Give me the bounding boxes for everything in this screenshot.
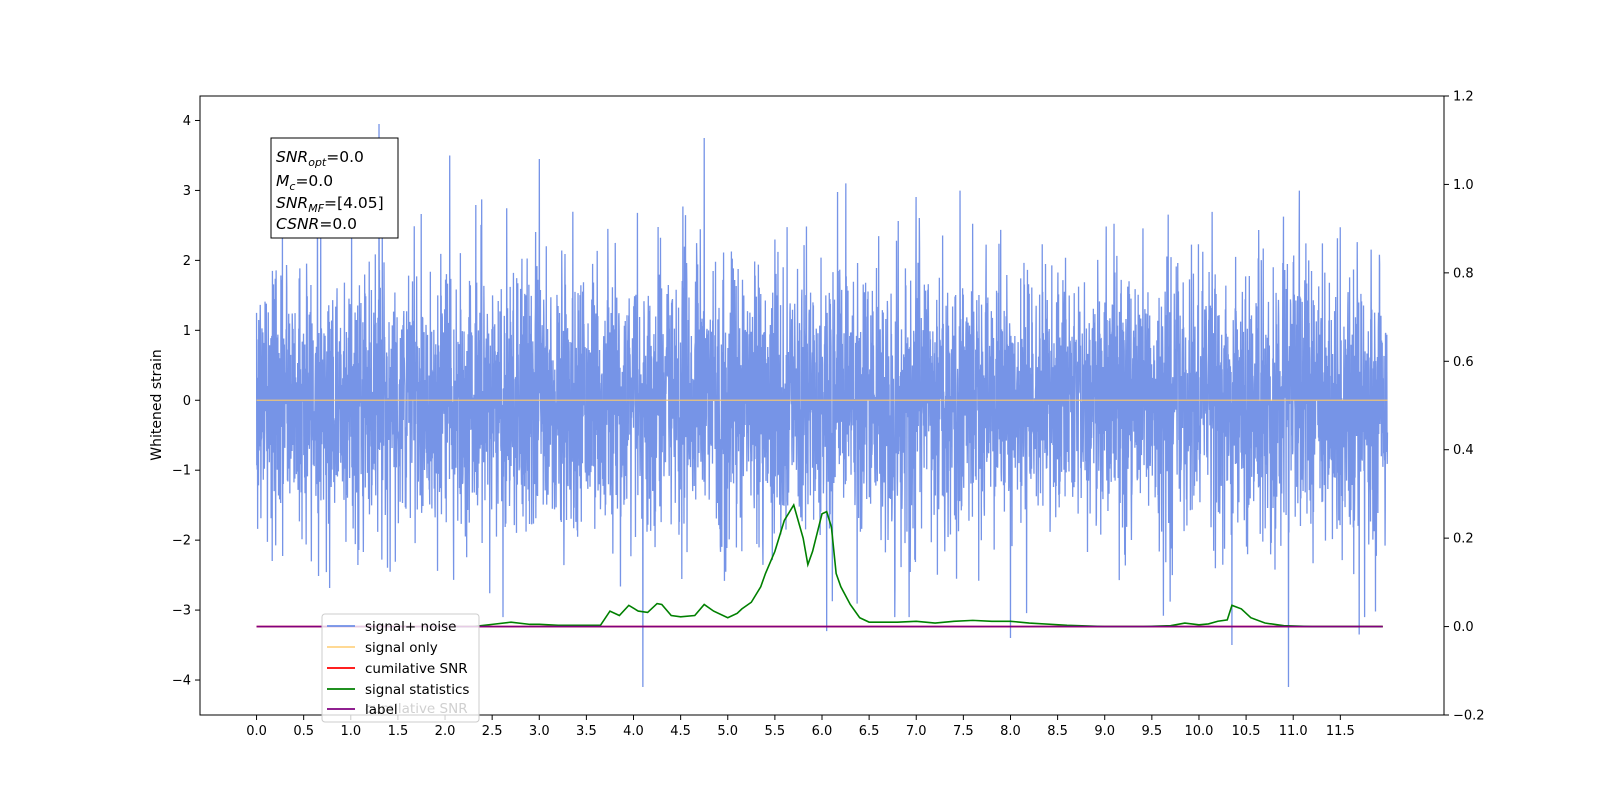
x-tick-label: 0.5 — [293, 724, 314, 739]
info-snr-opt-sym: SNR — [276, 148, 308, 166]
info-snr-mf-val: =[4.05] — [324, 194, 384, 212]
legend-label-label: label — [365, 702, 398, 718]
legend-hidden-text: cumilative SNR — [365, 701, 468, 717]
legend: cumilative SNR signal+ noise signal only… — [321, 613, 480, 723]
y-tick-label: −3 — [172, 604, 191, 619]
info-mc-sub: c — [289, 180, 295, 193]
x-tick-label: 10.0 — [1184, 724, 1213, 739]
info-csnr-sym: CSNR — [276, 215, 319, 233]
x-tick-label: 7.0 — [906, 724, 927, 739]
info-snr-mf-sub: MF — [308, 202, 324, 215]
x-tick-label: 10.5 — [1232, 724, 1261, 739]
legend-frame — [321, 613, 480, 723]
x-tick-label: 2.5 — [482, 724, 503, 739]
info-snr-opt: SNRopt=0.0 — [276, 148, 364, 169]
y-tick-label: 2 — [183, 254, 191, 269]
x-axis: 0.0 0.5 1.0 1.5 2.0 2.5 3.0 3.5 4.0 4.5 5.0 5.5 6.0 6… — [246, 715, 1355, 739]
y-tick-label: −1 — [172, 464, 191, 479]
y-right-tick-label: −0.2 — [1453, 709, 1485, 724]
info-box-frame — [270, 137, 399, 239]
y-right-tick-label: 1.0 — [1453, 178, 1474, 193]
x-tick-label: 8.5 — [1047, 724, 1068, 739]
x-tick-label: 9.0 — [1094, 724, 1115, 739]
x-tick-label: 4.0 — [623, 724, 644, 739]
signal-noise-series — [255, 123, 1389, 688]
x-tick-label: 5.5 — [765, 724, 786, 739]
x-tick-label: 7.5 — [953, 724, 974, 739]
x-tick-label: 6.0 — [812, 724, 833, 739]
x-tick-label: 1.0 — [340, 724, 361, 739]
signal-statistics-line — [426, 503, 1383, 628]
legend-label-signal-noise: signal+ noise — [365, 619, 456, 635]
info-mc-val: =0.0 — [295, 172, 333, 190]
info-csnr: CSNR=0.0 — [276, 215, 357, 233]
x-tick-label: 8.0 — [1000, 724, 1021, 739]
x-tick-label: 6.5 — [859, 724, 880, 739]
info-csnr-val: =0.0 — [319, 215, 357, 233]
y-axis-left: −4 −3 −2 −1 0 1 2 3 4 — [172, 114, 200, 689]
y-tick-label: 3 — [183, 184, 191, 199]
legend-label-signal-statistics: signal statistics — [365, 682, 469, 698]
x-tick-label: 11.5 — [1326, 724, 1355, 739]
y-tick-label: 4 — [183, 114, 191, 129]
y-right-tick-label: 0.2 — [1453, 532, 1474, 547]
y-right-tick-label: 0.6 — [1453, 355, 1474, 370]
legend-label-signal-only: signal only — [365, 640, 438, 656]
info-snr-opt-val: =0.0 — [326, 148, 364, 166]
x-tick-label: 5.0 — [717, 724, 738, 739]
y-axis-right: −0.2 0.0 0.2 0.4 0.6 0.8 1.0 1.2 — [1444, 90, 1485, 724]
info-snr-opt-sub: opt — [308, 156, 327, 169]
signal-noise-line — [255, 123, 1389, 688]
x-tick-label: 9.5 — [1142, 724, 1163, 739]
x-tick-label: 2.0 — [435, 724, 456, 739]
info-mc-sym: M — [276, 172, 289, 190]
y-right-tick-label: 1.2 — [1453, 90, 1474, 105]
info-snr-mf: SNRMF=[4.05] — [276, 194, 384, 215]
x-tick-label: 4.5 — [670, 724, 691, 739]
y-tick-label: −4 — [172, 674, 191, 689]
y-tick-label: −2 — [172, 534, 191, 549]
x-tick-label: 0.0 — [246, 724, 267, 739]
legend-label-cumilative-snr: cumilative SNR — [365, 661, 468, 677]
info-mc: Mc=0.0 — [276, 172, 333, 193]
info-snr-mf-sym: SNR — [276, 194, 308, 212]
y-tick-label: 1 — [183, 324, 191, 339]
x-tick-label: 3.0 — [529, 724, 550, 739]
y-right-tick-label: 0.8 — [1453, 266, 1474, 281]
y-right-tick-label: 0.0 — [1453, 620, 1474, 635]
y-axis-label: Whitened strain — [149, 349, 165, 460]
x-tick-label: 1.5 — [388, 724, 409, 739]
info-box: SNRopt=0.0 Mc=0.0 SNRMF=[4.05] CSNR=0.0 — [270, 137, 399, 239]
x-tick-label: 11.0 — [1279, 724, 1308, 739]
x-tick-label: 3.5 — [576, 724, 597, 739]
y-tick-label: 0 — [183, 394, 191, 409]
y-right-tick-label: 0.4 — [1453, 443, 1474, 458]
